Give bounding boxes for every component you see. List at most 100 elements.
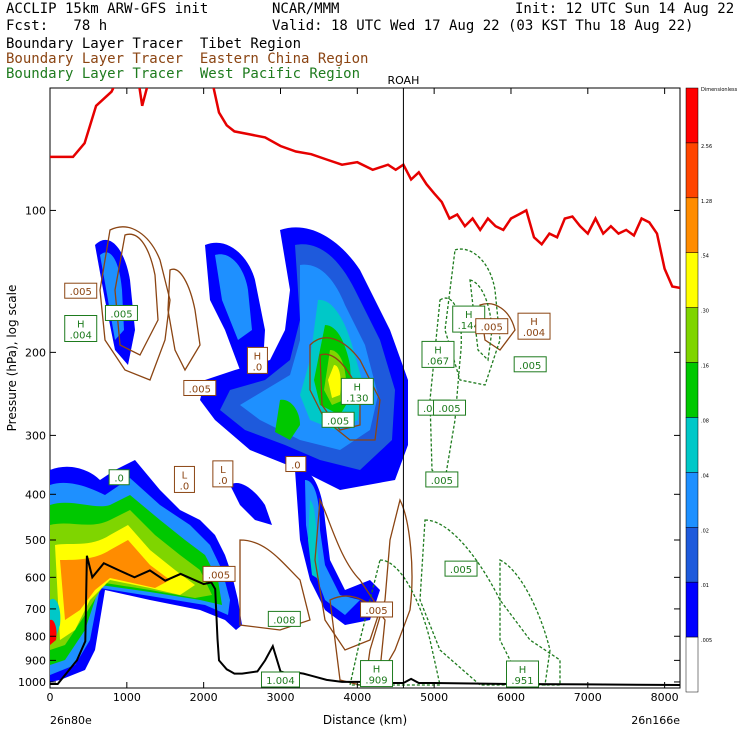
colorbar-label: .005 — [701, 638, 712, 644]
y-axis-title: Pressure (hPa), log scale — [5, 285, 19, 432]
annotation-box: .005 — [444, 560, 478, 577]
annotation-label: .144 — [458, 321, 480, 332]
annotation-frame — [260, 671, 300, 688]
annotation-label: .005 — [327, 416, 349, 427]
annotation-box: .008 — [267, 610, 301, 627]
y-tick-label: 500 — [25, 534, 46, 547]
legend-west-pacific: Boundary Layer Tracer West Pacific Regio… — [6, 66, 361, 82]
annotation-label: 1.004 — [266, 676, 295, 687]
annotation-frame — [285, 456, 307, 473]
annotation-label: .005 — [208, 570, 230, 581]
annotation-frame — [202, 565, 236, 582]
annotation-label: .0 — [253, 362, 263, 373]
colorbar-segment — [685, 307, 699, 363]
colorbar-label: .54 — [701, 254, 709, 260]
colorbar-segment — [685, 142, 699, 199]
annotation-frame — [421, 340, 455, 368]
annotation-box: .005 — [64, 282, 98, 299]
annotation-label: .005 — [450, 565, 472, 576]
legend-eastern-china: Boundary Layer Tracer Eastern China Regi… — [6, 51, 369, 67]
annotation-label: .005 — [110, 309, 132, 320]
annotation-label: .005 — [481, 323, 503, 334]
annotation-label: .067 — [427, 356, 449, 367]
annotation-frame — [517, 312, 551, 340]
colorbar-segment — [685, 527, 699, 583]
forecast-hour: Fcst: 78 h — [6, 18, 108, 34]
x-tick-label: 8000 — [651, 691, 679, 704]
annotation-frame — [433, 399, 467, 416]
annotation-box: 1.004 — [260, 671, 300, 688]
annotation-box: .005 — [360, 601, 394, 618]
annotation-label: .004 — [523, 328, 545, 339]
y-tick-label: 900 — [25, 654, 46, 667]
colorbar-segment — [685, 472, 699, 528]
annotation-label: .004 — [70, 331, 92, 342]
colorbar-label: 1.28 — [701, 199, 712, 205]
station-label: ROAH — [387, 74, 419, 87]
annotation-box: H.130 — [340, 377, 374, 405]
colorbar-segment — [685, 581, 699, 638]
colorbar-segment — [685, 87, 699, 144]
annotation-label: .005 — [519, 361, 541, 372]
annotation-box: .005 — [104, 304, 138, 321]
init-time: Init: 12 UTC Sun 14 Aug 22 — [515, 1, 735, 17]
x-tick-label: 5000 — [420, 691, 448, 704]
annotation-label: H — [373, 665, 381, 676]
colorbar-segment — [685, 417, 699, 473]
annotation-frame — [360, 601, 394, 618]
colorbar-label: .04 — [701, 473, 709, 479]
annotation-frame — [444, 560, 478, 577]
annotation-frame — [340, 377, 374, 405]
annotation-box: L.0 — [173, 465, 195, 493]
annotation-box: .005 — [202, 565, 236, 582]
x-axis-title: Distance (km) — [323, 713, 407, 727]
x-tick-label: 7000 — [574, 691, 602, 704]
y-tick-label: 400 — [25, 488, 46, 501]
annotation-label: H — [519, 665, 527, 676]
organization-label: NCAR/MMM — [272, 1, 340, 17]
colorbar-label: .08 — [701, 418, 709, 424]
annotation-frame — [425, 471, 459, 488]
colorbar-label: .16 — [701, 364, 709, 370]
annotation-label: .951 — [511, 676, 533, 687]
colorbar-segment — [685, 362, 699, 418]
valid-time: Valid: 18 UTC Wed 17 Aug 22 (03 KST Thu … — [272, 18, 694, 34]
annotation-label: .0 — [218, 476, 228, 487]
annotation-label: .005 — [365, 606, 387, 617]
annotation-frame — [513, 356, 547, 373]
annotation-label: .130 — [346, 393, 368, 404]
x-tick-label: 2000 — [190, 691, 218, 704]
y-tick-label: 200 — [25, 346, 46, 359]
annotation-box: .0 — [108, 469, 130, 486]
colorbar-label: 2.56 — [701, 144, 712, 150]
y-tick-label: 300 — [25, 429, 46, 442]
y-tick-label: 600 — [25, 571, 46, 584]
x-tick-label: 1000 — [113, 691, 141, 704]
annotation-frame — [321, 411, 355, 428]
colorbar-segment — [685, 636, 699, 693]
annotation-label: .0 — [180, 481, 190, 492]
annotation-frame — [64, 282, 98, 299]
annotation-label: .008 — [273, 615, 295, 626]
annotation-box: .005 — [475, 318, 509, 335]
annotation-box: .0 — [285, 456, 307, 473]
annotation-label: .909 — [365, 676, 387, 687]
shaded-tracer-field — [50, 227, 408, 682]
annotation-box: H.067 — [421, 340, 455, 368]
colorbar: Dimensionless 2.56 1.28 .54 .30 .16 .08 .04 .02.… — [685, 87, 738, 693]
annotation-box: H.0 — [246, 346, 268, 374]
annotation-frame — [360, 660, 394, 688]
colorbar-segment — [685, 252, 699, 308]
tropopause-series — [50, 88, 680, 290]
annotation-frame — [183, 379, 217, 396]
y-tick-label: 800 — [25, 630, 46, 643]
annotation-frame — [246, 346, 268, 374]
left-endpoint-label: 26n80e — [50, 714, 92, 727]
x-tick-label: 0 — [47, 691, 54, 704]
annotation-label: .005 — [189, 384, 211, 395]
annotation-box: .005 — [513, 356, 547, 373]
colorbar-label: .02 — [701, 528, 709, 534]
annotation-label: .005 — [431, 476, 453, 487]
annotation-label: H — [530, 317, 538, 328]
y-tick-label: 1000 — [18, 676, 46, 689]
